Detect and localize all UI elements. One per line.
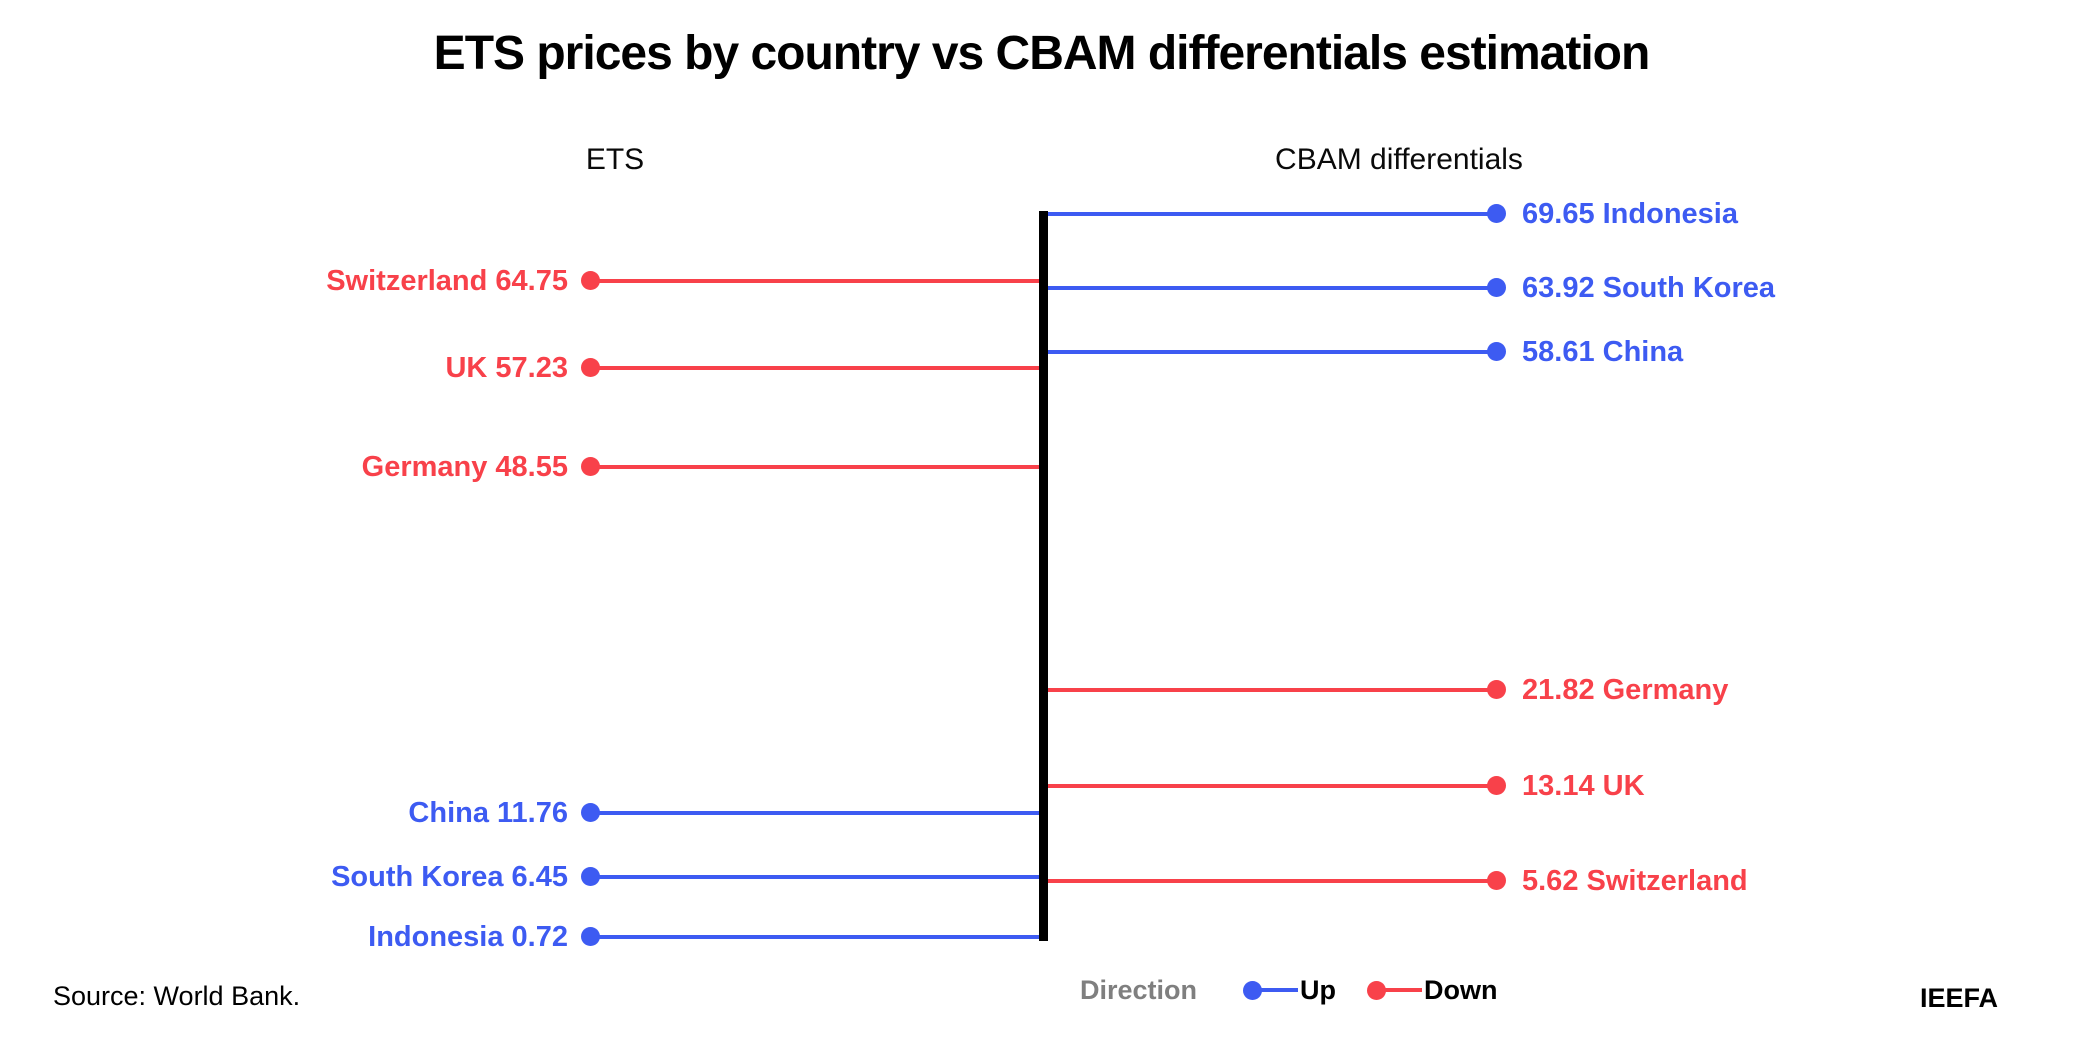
ets-dot-indonesia [581,927,600,946]
cbam-label-south-korea: 63.92 South Korea [1522,272,1776,304]
center-axis-line [1039,211,1048,941]
right-column-header: CBAM differentials [1275,143,1523,176]
ets-dot-germany [581,457,600,476]
ets-label-uk: UK 57.23 [445,352,568,384]
source-note: Source: World Bank. [53,981,301,1011]
cbam-label-germany: 21.82 Germany [1522,674,1729,706]
cbam-dot-china [1487,342,1506,361]
cbam-line-germany [1044,688,1497,692]
ets-dot-switzerland [581,271,600,290]
cbam-label-uk: 13.14 UK [1522,770,1645,802]
cbam-dot-uk [1487,776,1506,795]
ets-line-germany [591,465,1043,469]
ets-label-germany: Germany 48.55 [361,451,568,483]
ets-line-south-korea [591,875,1043,879]
legend-down-line-icon [1377,988,1422,992]
ets-dot-uk [581,358,600,377]
ets-dot-south-korea [581,867,600,886]
cbam-dot-switzerland [1487,871,1506,890]
cbam-label-switzerland: 5.62 Switzerland [1522,865,1748,897]
cbam-label-indonesia: 69.65 Indonesia [1522,198,1738,230]
legend-up-label: Up [1300,975,1336,1005]
ets-line-china [591,811,1043,815]
ets-line-uk [591,366,1043,370]
legend-up-dot-icon [1243,981,1262,1000]
ets-label-switzerland: Switzerland 64.75 [326,265,568,297]
brand-logo: IEEFA [1919,983,1998,1013]
ets-line-switzerland [591,279,1043,283]
cbam-line-indonesia [1044,212,1497,216]
ets-label-china: China 11.76 [408,797,568,829]
chart-title: ETS prices by country vs CBAM differenti… [433,27,1651,80]
legend-up-line-icon [1253,988,1298,992]
cbam-dot-south-korea [1487,278,1506,297]
legend-down-dot-icon [1367,981,1386,1000]
legend-title: Direction [1080,975,1198,1005]
cbam-line-south-korea [1044,286,1497,290]
ets-line-indonesia [591,935,1043,939]
ets-label-indonesia: Indonesia 0.72 [368,921,568,953]
legend-down-label: Down [1424,975,1498,1005]
left-column-header: ETS [585,143,645,176]
ets-label-south-korea: South Korea 6.45 [331,861,568,893]
ets-dot-china [581,803,600,822]
cbam-dot-indonesia [1487,204,1506,223]
cbam-line-switzerland [1044,879,1497,883]
cbam-line-uk [1044,784,1497,788]
cbam-line-china [1044,350,1497,354]
cbam-label-china: 58.61 China [1522,336,1684,368]
cbam-dot-germany [1487,680,1506,699]
